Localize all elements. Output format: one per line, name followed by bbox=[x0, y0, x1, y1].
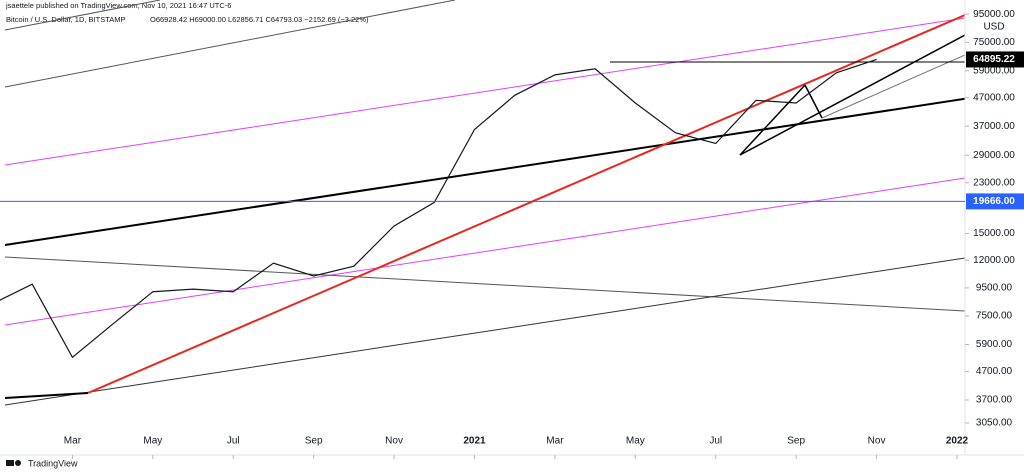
publish-note: jsaettele published on TradingView.com, … bbox=[5, 1, 231, 10]
trendlines bbox=[4, 0, 965, 406]
y-tick-label: 4700.00 bbox=[976, 366, 1013, 377]
price-line bbox=[0, 58, 877, 359]
y-tick-label: 29000.00 bbox=[973, 150, 1015, 161]
y-tick-label: 37000.00 bbox=[973, 121, 1015, 132]
x-tick-label: 2021 bbox=[463, 436, 486, 447]
plot-area bbox=[0, 0, 965, 406]
y-tick-label: 75000.00 bbox=[973, 37, 1015, 48]
x-tick-label: Nov bbox=[868, 436, 886, 447]
y-tick-label: 95000.00 bbox=[973, 9, 1015, 20]
price-label-box bbox=[966, 51, 1024, 68]
y-tick-label: 59000.00 bbox=[973, 65, 1015, 76]
y-tick-label: 7500.00 bbox=[976, 311, 1013, 322]
price-label: 64895.22 bbox=[973, 54, 1015, 65]
x-tick-label: May bbox=[626, 436, 645, 447]
x-tick-label: Sep bbox=[305, 436, 323, 447]
y-tick-label: 5900.00 bbox=[976, 339, 1013, 350]
brand-logo bbox=[6, 460, 21, 466]
x-tick-label: Jul bbox=[709, 436, 722, 447]
currency-label: USD bbox=[983, 22, 1004, 33]
x-tick-label: 2022 bbox=[946, 436, 969, 447]
symbol-title: Bitcoin / U.S. Dollar, 1D, BITSTAMP bbox=[6, 15, 125, 24]
y-tick-label: 23000.00 bbox=[973, 177, 1015, 188]
x-tick-label: Mar bbox=[64, 436, 82, 447]
y-tick-label: 15000.00 bbox=[973, 228, 1015, 239]
y-tick-label: 3700.00 bbox=[976, 395, 1013, 406]
ohlc-values: O66928.42 H69000.00 L62856.71 C64793.03 … bbox=[150, 15, 369, 24]
price-label-box bbox=[966, 193, 1024, 210]
y-tick-label: 3050.00 bbox=[976, 418, 1013, 429]
y-tick-label: 12000.00 bbox=[973, 255, 1015, 266]
y-tick-label: 47000.00 bbox=[973, 92, 1015, 103]
brand: TradingView bbox=[28, 458, 78, 468]
x-tick-label: Nov bbox=[385, 436, 403, 447]
price-label: 19666.00 bbox=[973, 196, 1015, 207]
x-tick-label: Jul bbox=[227, 436, 240, 447]
x-tick-label: Mar bbox=[546, 436, 564, 447]
x-tick-label: Sep bbox=[787, 436, 805, 447]
y-tick-label: 9500.00 bbox=[976, 283, 1013, 294]
x-tick-label: May bbox=[143, 436, 162, 447]
